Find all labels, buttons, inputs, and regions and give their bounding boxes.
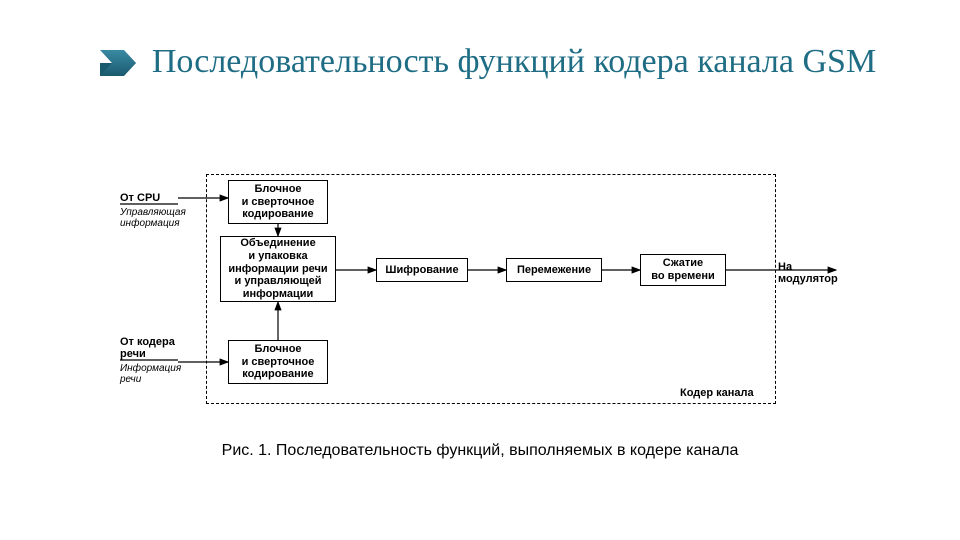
node-block_bot: Блочноеи сверточноекодирование [228,340,328,384]
chevron-icon [100,50,136,76]
label-to_mod: На модулятор [778,261,840,285]
title-row: Последовательность функций кодера канала… [100,42,880,81]
label-from_cpu_sub: Управляющаяинформация [120,208,186,229]
label-coder_label: Кодер канала [680,387,754,399]
node-block_top: Блочноеи сверточноекодирование [228,180,328,224]
figure-caption: Рис. 1. Последовательность функций, выпо… [0,442,960,460]
diagram: Блочноеи сверточноекодирование Объединени… [120,172,840,420]
label-from_cpu: От CPU [120,192,160,204]
node-compress: Сжатиево времени [640,254,726,286]
label-from_coder: От кодераречи [120,336,175,360]
slide-title: Последовательность функций кодера канала… [148,42,880,81]
label-from_coder_sub: Информацияречи [120,364,181,385]
node-merge: Объединениеи упаковкаинформации речии уп… [220,236,336,302]
slide: Последовательность функций кодера канала… [0,0,960,540]
node-interleave: Перемежение [506,258,602,282]
node-encrypt: Шифрование [376,258,468,282]
